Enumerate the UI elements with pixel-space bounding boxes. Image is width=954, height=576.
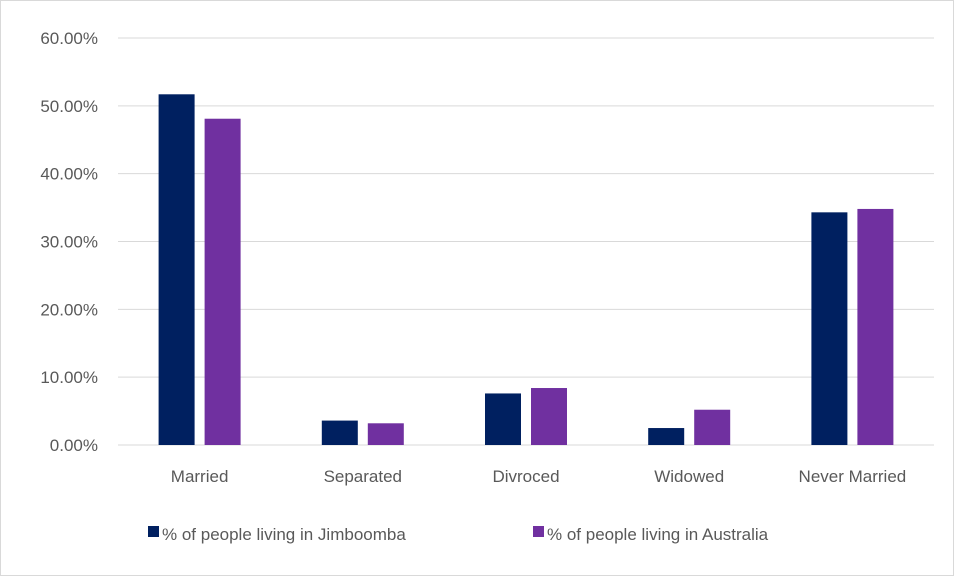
- y-tick-label: 30.00%: [40, 233, 98, 252]
- bar-jimboomba-separated: [321, 420, 358, 445]
- legend-swatch-australia: [533, 526, 544, 537]
- x-category-label: Separated: [324, 467, 402, 486]
- y-axis-ticks: 0.00% 10.00% 20.00% 30.00% 40.00% 50.00% 60.00…: [40, 29, 98, 455]
- x-category-label: Divroced: [492, 467, 559, 486]
- legend-label-jimboomba: % of people living in Jimboomba: [162, 525, 406, 544]
- bar-australia-divroced: [531, 388, 567, 445]
- y-tick-label: 60.00%: [40, 29, 98, 48]
- y-tick-label: 40.00%: [40, 165, 98, 184]
- y-tick-label: 10.00%: [40, 368, 98, 387]
- bar-australia-married: [204, 118, 241, 445]
- bar-jimboomba-divroced: [485, 393, 521, 445]
- x-axis-categories: Married Separated Divroced Widowed Never Mar…: [171, 467, 906, 486]
- legend: % of people living in Jimboomba % of peo…: [148, 525, 769, 544]
- bar-australia-never-married: [857, 208, 894, 445]
- bar-jimboomba-never-married: [811, 212, 848, 445]
- bar-jimboomba-married: [158, 94, 195, 445]
- legend-label-australia: % of people living in Australia: [547, 525, 769, 544]
- x-category-label: Never Married: [799, 467, 907, 486]
- bar-australia-widowed: [694, 409, 731, 445]
- x-category-label: Married: [171, 467, 229, 486]
- y-tick-label: 0.00%: [50, 436, 98, 455]
- y-tick-label: 20.00%: [40, 300, 98, 319]
- x-category-label: Widowed: [654, 467, 724, 486]
- legend-swatch-jimboomba: [148, 526, 159, 537]
- gridlines: [118, 37, 934, 446]
- bars: [158, 94, 894, 445]
- bar-australia-separated: [367, 423, 404, 445]
- bar-jimboomba-widowed: [648, 428, 685, 445]
- y-tick-label: 50.00%: [40, 97, 98, 116]
